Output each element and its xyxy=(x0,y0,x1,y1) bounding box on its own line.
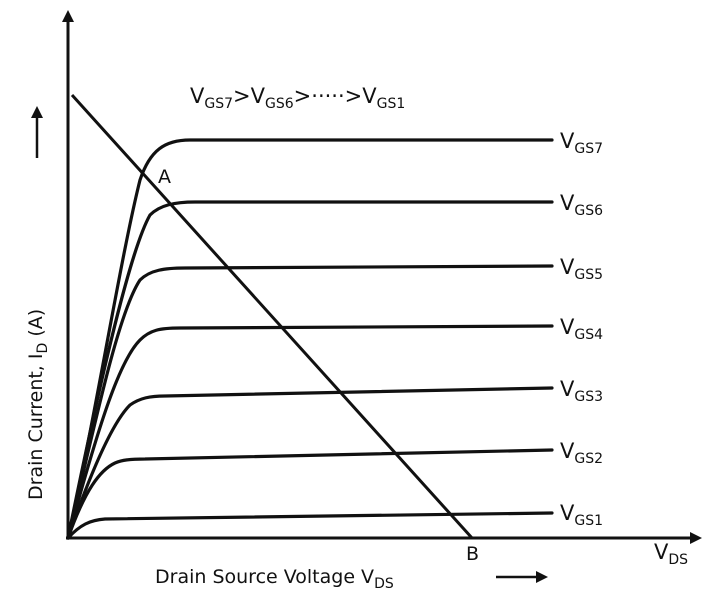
curve-label-gs5: VGS5 xyxy=(560,255,603,283)
point-b-label: B xyxy=(466,543,479,565)
curve-gs1 xyxy=(66,511,554,540)
curve-label-gs2: VGS2 xyxy=(560,439,603,467)
curve-label-gs4: VGS4 xyxy=(560,315,603,343)
curves-group xyxy=(66,138,554,540)
point-a-label: A xyxy=(158,166,171,188)
curve-gs4 xyxy=(66,324,554,540)
x-axis-title: Drain Source Voltage VDS xyxy=(155,566,394,592)
header-inequality: VGS7>VGS6>·····>VGS1 xyxy=(190,84,405,112)
curve-labels: VGS7 VGS6 VGS5 VGS4 VGS3 VGS2 VGS1 xyxy=(560,129,603,529)
curve-gs3 xyxy=(66,386,554,540)
y-axis-title: Drain Current, ID (A) xyxy=(25,309,51,500)
curve-label-gs7: VGS7 xyxy=(560,129,603,157)
curve-gs5 xyxy=(66,264,554,540)
curve-gs6 xyxy=(66,200,554,540)
load-line xyxy=(70,93,474,540)
curve-gs2 xyxy=(66,448,554,540)
x-axis-end-label: VDS xyxy=(654,540,688,568)
curve-label-gs3: VGS3 xyxy=(560,377,603,405)
curve-label-gs6: VGS6 xyxy=(560,191,603,219)
curve-label-gs1: VGS1 xyxy=(560,501,603,529)
